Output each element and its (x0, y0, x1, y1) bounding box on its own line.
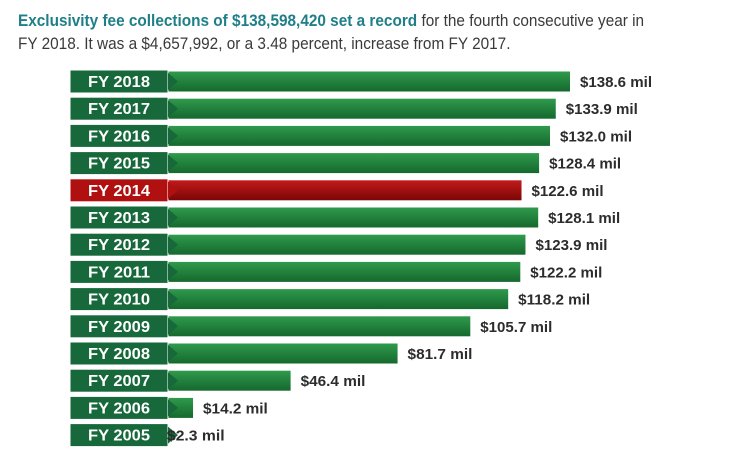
category-arrow-fy-2018 (168, 73, 178, 90)
category-label-fy-2009: FY 2009 (88, 319, 150, 336)
category-label-fy-2012: FY 2012 (88, 237, 150, 254)
bar-fy-2016 (150, 125, 550, 146)
value-label-layer: $138.6 mil $133.9 mil $132.0 mil $128.4 mil… (167, 74, 652, 445)
value-label-fy-2008: $81.7 mil (408, 346, 473, 363)
category-label-fy-2013: FY 2013 (88, 210, 150, 227)
bar-layer (150, 71, 570, 446)
category-arrow-fy-2014 (168, 181, 178, 199)
category-arrow-fy-2005 (168, 426, 178, 444)
value-label-fy-2010: $118.2 mil (518, 292, 590, 309)
value-label-fy-2013: $128.1 mil (548, 210, 620, 227)
bar-fy-2008 (150, 343, 398, 364)
caption-lead: Exclusivity fee collections of $138,598,… (18, 12, 418, 30)
category-arrow-fy-2012 (168, 236, 178, 254)
category-arrow-fy-2017 (168, 100, 178, 118)
category-label-fy-2006: FY 2006 (88, 400, 150, 417)
value-label-fy-2018: $138.6 mil (580, 74, 652, 91)
category-arrow-fy-2009 (168, 317, 178, 335)
bar-fy-2007 (150, 370, 291, 391)
value-label-fy-2017: $133.9 mil (566, 101, 638, 118)
value-label-fy-2009: $105.7 mil (480, 319, 552, 336)
caption-line-2: FY 2018. It was a $4,657,992, or a 3.48 … (18, 35, 511, 53)
category-label-fy-2011: FY 2011 (88, 264, 150, 281)
bar-fy-2015 (150, 153, 540, 174)
bar-fy-2009 (150, 316, 471, 337)
bar-fy-2010 (150, 289, 509, 310)
value-label-fy-2006: $14.2 mil (203, 400, 268, 417)
category-arrow-fy-2016 (168, 127, 178, 145)
bar-fy-2013 (150, 207, 539, 228)
category-arrow-fy-2010 (168, 290, 178, 308)
caption-rest: for the fourth consecutive year in (417, 12, 645, 30)
category-arrow-fy-2007 (168, 372, 178, 390)
category-label-fy-2018: FY 2018 (88, 74, 150, 91)
value-label-fy-2007: $46.4 mil (301, 373, 366, 390)
bar-fy-2017 (150, 98, 556, 119)
bar-fy-2011 (150, 261, 521, 282)
bar-fy-2018 (150, 71, 570, 92)
value-label-fy-2016: $132.0 mil (560, 128, 632, 145)
category-label-fy-2007: FY 2007 (88, 373, 150, 390)
value-label-fy-2015: $128.4 mil (549, 156, 621, 173)
bar-fy-2014 (150, 180, 522, 201)
category-label-fy-2005: FY 2005 (88, 428, 150, 445)
chart-caption: Exclusivity fee collections of $138,598,… (18, 10, 688, 56)
category-arrow-fy-2006 (168, 399, 178, 417)
category-label-fy-2017: FY 2017 (88, 101, 150, 118)
category-arrow-fy-2011 (168, 263, 178, 281)
category-arrow-fy-2015 (168, 154, 178, 172)
category-arrow-fy-2013 (168, 209, 178, 226)
category-label-fy-2016: FY 2016 (88, 128, 150, 145)
value-label-fy-2014: $122.6 mil (532, 183, 604, 200)
category-label-fy-2010: FY 2010 (88, 292, 150, 309)
category-label-fy-2008: FY 2008 (88, 346, 150, 363)
value-label-fy-2012: $123.9 mil (535, 237, 607, 254)
bar-fy-2012 (150, 234, 526, 255)
category-label-fy-2014: FY 2014 (88, 183, 150, 200)
value-label-fy-2005: $2.3 mil (167, 428, 225, 445)
category-label-layer: FY 2018 FY 2017 FY 2016 FY 2015 FY 2014 FY 20… (69, 69, 178, 448)
category-arrow-fy-2008 (168, 345, 178, 362)
category-label-fy-2015: FY 2015 (88, 156, 150, 173)
value-label-fy-2011: $122.2 mil (530, 264, 602, 281)
